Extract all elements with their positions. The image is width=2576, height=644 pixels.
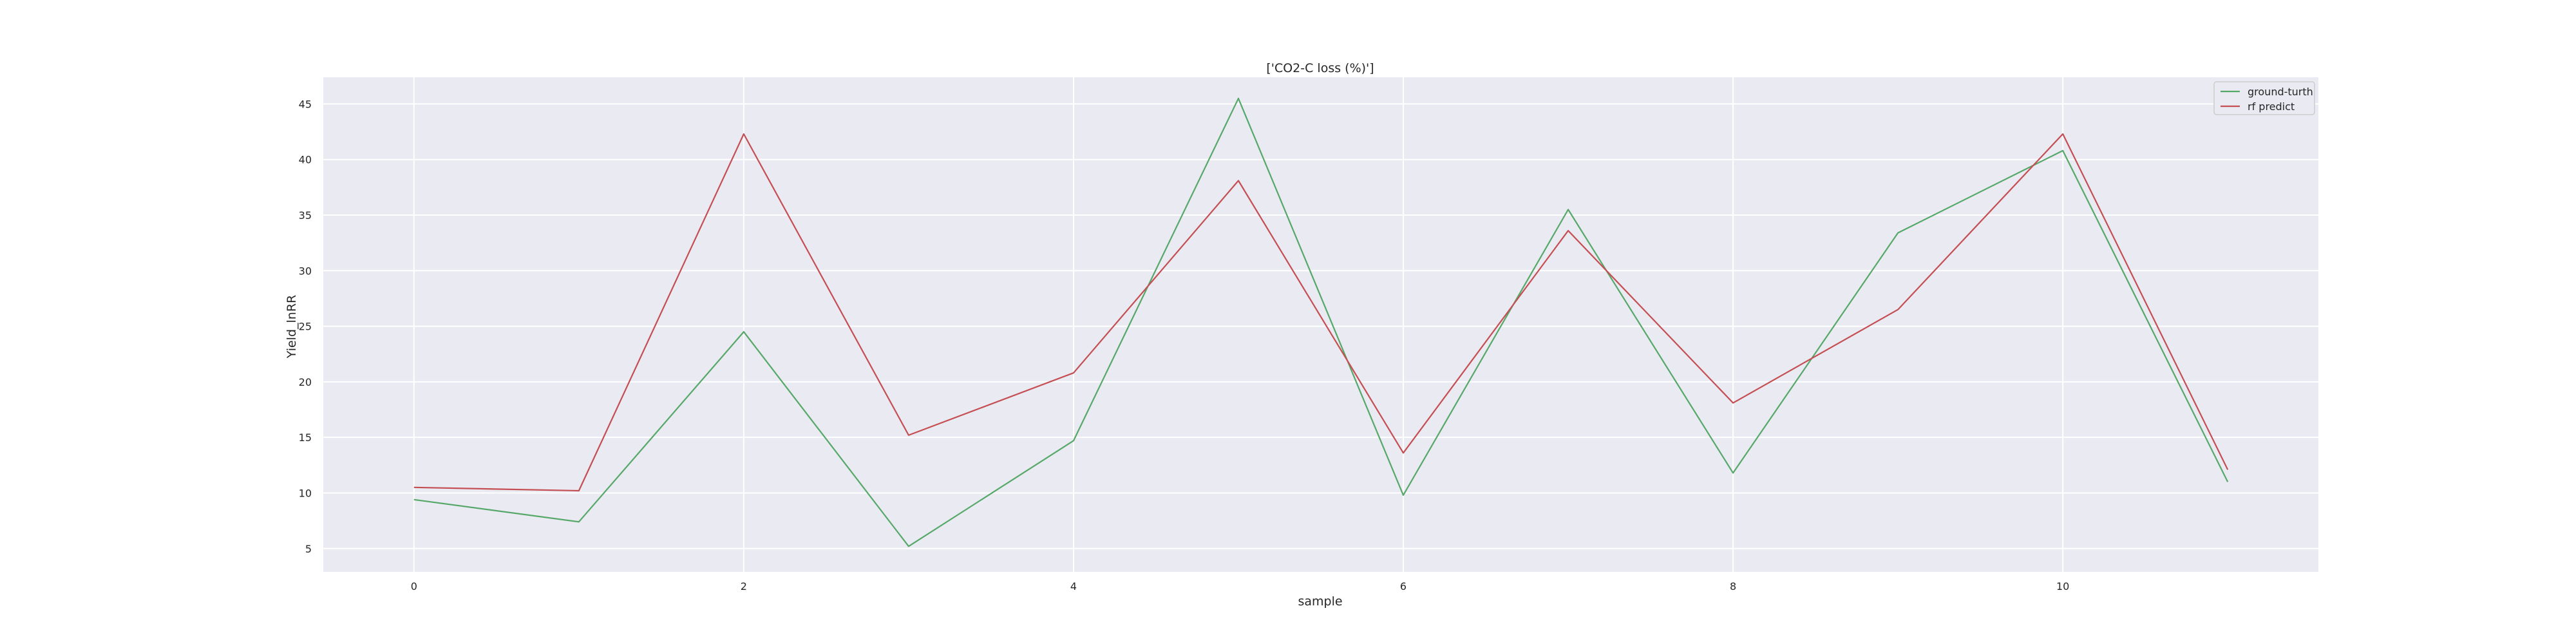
y-tick-label: 25 bbox=[299, 321, 312, 333]
x-tick-label: 10 bbox=[2056, 580, 2069, 592]
y-tick-label: 45 bbox=[299, 98, 312, 110]
series-lines bbox=[413, 97, 2229, 547]
y-tick-label: 35 bbox=[299, 209, 312, 222]
x-tick-label: 6 bbox=[1400, 580, 1406, 592]
x-tick-label: 0 bbox=[411, 580, 417, 592]
legend-label: ground-turth bbox=[2248, 86, 2313, 98]
y-axis-ticks: 5 10 15 20 25 30 35 40 45 bbox=[299, 98, 312, 554]
x-tick-label: 8 bbox=[1730, 580, 1736, 592]
series-line-ground-truth bbox=[413, 97, 2229, 547]
x-axis-ticks: 0 2 4 6 8 10 bbox=[411, 580, 2070, 592]
legend-label: rf predict bbox=[2248, 100, 2295, 113]
plot-area bbox=[323, 77, 2318, 572]
grid-lines bbox=[323, 77, 2318, 572]
x-tick-label: 2 bbox=[741, 580, 747, 592]
x-tick-label: 4 bbox=[1070, 580, 1077, 592]
y-tick-label: 40 bbox=[299, 154, 312, 166]
series-line-rf-predict bbox=[413, 133, 2229, 492]
x-axis-label: sample bbox=[1298, 594, 1342, 609]
y-tick-label: 15 bbox=[299, 431, 312, 444]
y-tick-label: 20 bbox=[299, 376, 312, 388]
y-axis-label: Yield_lnRR bbox=[285, 295, 299, 359]
y-tick-label: 30 bbox=[299, 265, 312, 277]
y-tick-label: 10 bbox=[299, 487, 312, 499]
legend: ground-turth rf predict bbox=[2213, 81, 2315, 115]
chart-title: ['CO2-C loss (%)'] bbox=[1266, 61, 1374, 75]
y-tick-label: 5 bbox=[305, 543, 312, 555]
